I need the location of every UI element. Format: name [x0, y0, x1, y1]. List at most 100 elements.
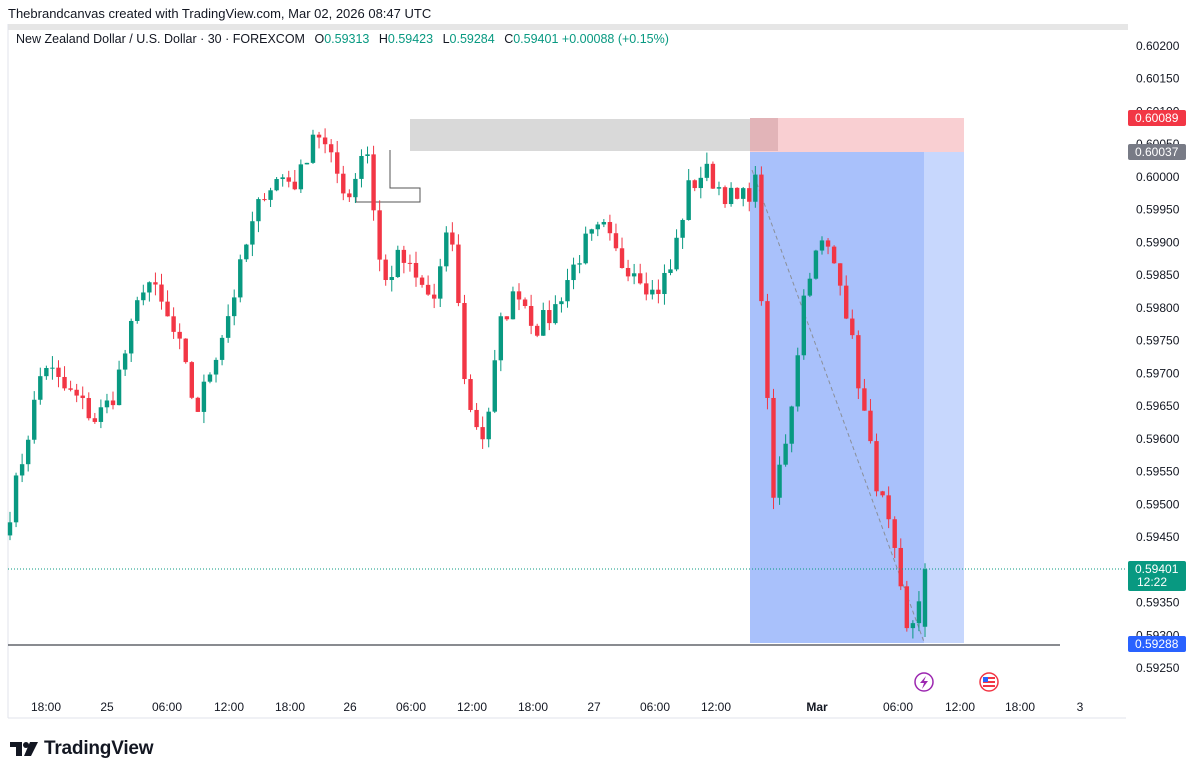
candle-body — [656, 289, 661, 295]
candle-body — [328, 144, 334, 153]
stop-loss-zone[interactable] — [750, 118, 964, 152]
chart-attribution: Thebrandcanvas created with TradingView.… — [8, 6, 432, 21]
stop-price-tag-text: 0.60089 — [1135, 111, 1179, 125]
candle-body — [510, 291, 516, 320]
candle-body — [413, 262, 419, 278]
candle-body — [116, 369, 122, 406]
candle-body — [468, 379, 473, 410]
candle-body — [177, 331, 182, 339]
candle-body — [407, 262, 413, 264]
x-tick-label: Mar — [806, 700, 828, 714]
candle-body — [122, 353, 128, 370]
candle-body — [322, 137, 328, 145]
candle-body — [201, 381, 207, 412]
candle-body — [183, 338, 188, 363]
candle-body — [492, 360, 497, 412]
y-tick-label: 0.59800 — [1136, 301, 1180, 315]
x-tick-label: 18:00 — [1005, 700, 1035, 714]
candle-body — [195, 397, 201, 412]
candle-body — [583, 233, 588, 264]
candle-body — [425, 284, 431, 295]
open-value: 0.59313 — [324, 32, 370, 46]
candle-body — [734, 187, 740, 199]
tradingview-logo-icon — [10, 742, 38, 756]
y-tick-label: 0.60000 — [1136, 170, 1180, 184]
candle-body — [522, 299, 528, 306]
top-scroll-strip[interactable] — [8, 24, 1128, 30]
candle-body — [431, 294, 437, 299]
candle-body — [728, 187, 734, 205]
candle-body — [262, 199, 267, 201]
candle-body — [341, 173, 346, 194]
last-price-tag — [1128, 561, 1186, 591]
candle-body — [747, 188, 752, 202]
candle-body — [316, 134, 322, 138]
y-tick-label: 0.59450 — [1136, 530, 1180, 544]
tradingview-brand-text: TradingView — [44, 738, 154, 759]
zone-overlap — [750, 118, 778, 151]
candle-body — [892, 519, 897, 548]
close-label: C — [504, 32, 514, 46]
candle-body — [80, 395, 85, 399]
target-price-tag-text: 0.59288 — [1135, 637, 1179, 651]
candle-body — [565, 280, 570, 302]
candle-body — [219, 337, 225, 360]
candle-body — [462, 302, 467, 380]
symbol-title[interactable]: New Zealand Dollar / U.S. Dollar · 30 · … — [16, 32, 305, 46]
candle-body — [256, 199, 261, 222]
candle-body — [868, 410, 873, 442]
candle-body — [680, 219, 685, 238]
candle-body — [171, 316, 176, 332]
candle-body — [880, 491, 885, 496]
candle-body — [286, 177, 291, 182]
lightning-event-icon[interactable] — [914, 672, 934, 692]
candle-body — [601, 222, 607, 225]
time-axis[interactable]: 18:00 25 06:00 12:00 18:00 26 06:00 12:00 18:00 2… — [31, 700, 1084, 714]
candle-body — [856, 335, 861, 389]
candle-body — [547, 310, 552, 324]
tradingview-logo[interactable]: TradingView — [10, 738, 154, 760]
x-tick-label: 06:00 — [883, 700, 913, 714]
candle-body — [850, 318, 855, 336]
candle-body — [825, 240, 831, 247]
candle-body — [516, 291, 522, 300]
candle-body — [335, 152, 340, 174]
candle-body — [38, 376, 43, 400]
y-tick-label: 0.59700 — [1136, 366, 1180, 380]
us-flag-event-icon[interactable] — [979, 672, 999, 692]
candle-body — [486, 411, 491, 440]
stop-price-tag — [1128, 110, 1186, 126]
candle-body — [128, 320, 134, 354]
candle-body — [365, 154, 370, 156]
supply-zone[interactable] — [410, 119, 778, 151]
x-tick-label: 12:00 — [945, 700, 975, 714]
candle-body — [916, 601, 922, 624]
candle-body — [50, 367, 55, 369]
candle-body — [504, 316, 510, 320]
candle-body — [74, 389, 79, 396]
candle-body — [619, 248, 625, 268]
candle-body — [32, 399, 37, 440]
candle-body — [104, 400, 110, 408]
candle-body — [389, 277, 394, 281]
candle-body — [637, 273, 643, 284]
y-tick-label: 0.59900 — [1136, 235, 1180, 249]
x-tick-label: 27 — [587, 700, 601, 714]
candle-body — [650, 289, 655, 295]
y-tick-label: 0.59750 — [1136, 334, 1180, 348]
candle-body — [710, 163, 716, 189]
candle-body — [704, 163, 710, 178]
candle-body — [395, 249, 401, 278]
candle-body — [631, 273, 637, 277]
ohlc-legend: New Zealand Dollar / U.S. Dollar · 30 · … — [16, 32, 669, 46]
countdown-text: 12:22 — [1137, 575, 1167, 589]
candle-body — [922, 569, 928, 627]
candle-body — [213, 359, 219, 375]
candle-body — [135, 300, 140, 321]
candle-body — [528, 305, 534, 326]
candle-body — [450, 232, 455, 245]
candle-body — [722, 187, 728, 205]
y-tick-label: 0.59850 — [1136, 268, 1180, 282]
x-tick-label: 18:00 — [518, 700, 548, 714]
